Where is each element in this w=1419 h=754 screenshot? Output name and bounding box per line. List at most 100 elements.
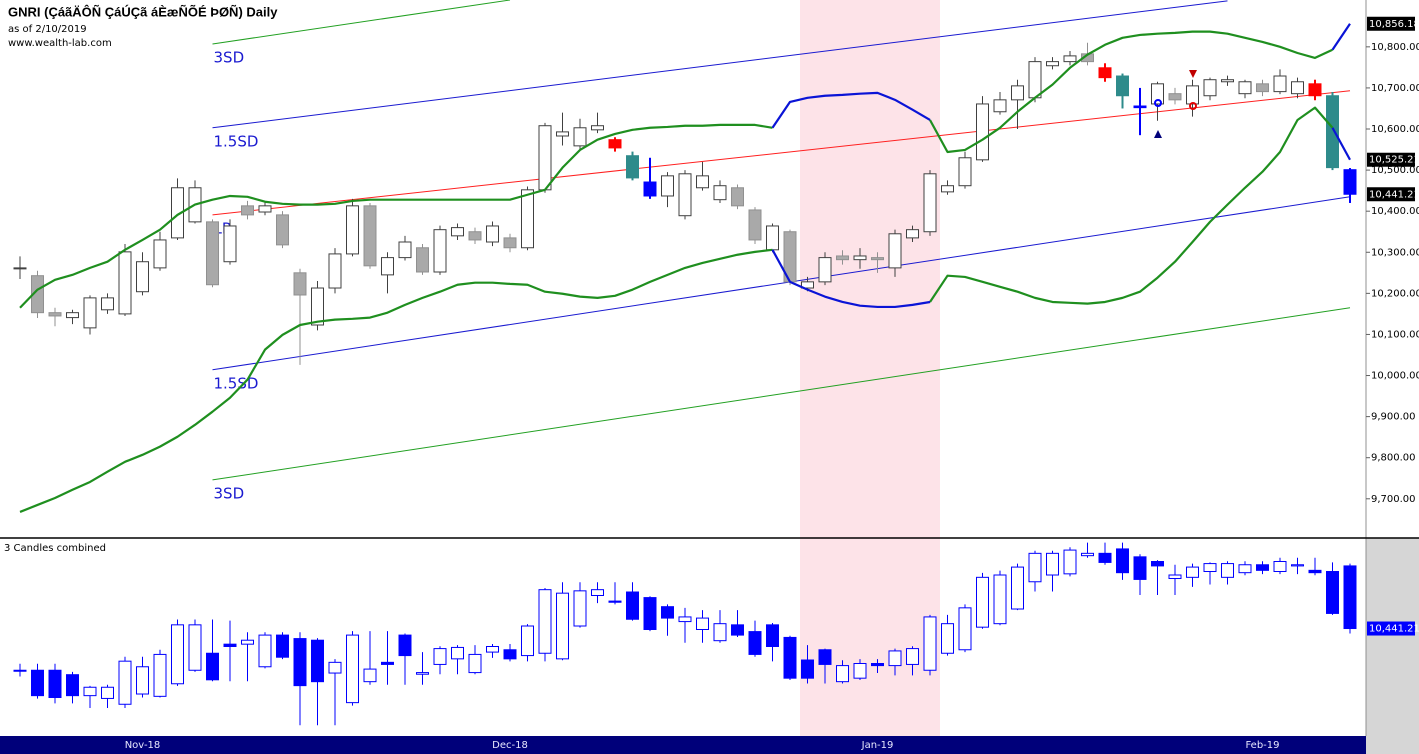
y-tick-label: 9,700.00 xyxy=(1371,494,1416,505)
channel-line xyxy=(212,307,1351,481)
axis-background xyxy=(1366,538,1419,754)
combined-body xyxy=(1133,556,1147,580)
candle-body xyxy=(416,247,429,273)
y-tick-label: 10,500.00 xyxy=(1371,165,1419,176)
candle-body xyxy=(153,239,167,269)
channel-label: 1.5SD xyxy=(214,132,259,150)
candle-body xyxy=(626,155,639,179)
y-tick-label: 10,600.00 xyxy=(1371,124,1419,135)
combined-body xyxy=(1063,549,1077,575)
combined-body xyxy=(958,607,972,651)
candle-body xyxy=(608,139,622,149)
candle-body xyxy=(258,205,272,213)
candle-body xyxy=(1326,95,1339,169)
candle-body xyxy=(83,297,97,329)
combined-body xyxy=(836,665,849,683)
combined-body xyxy=(1098,552,1112,563)
channel-label: 3SD xyxy=(214,48,245,66)
candle-body xyxy=(906,229,919,239)
candle-body xyxy=(521,189,534,249)
combined-body xyxy=(643,597,657,630)
combined-body xyxy=(1308,569,1322,574)
combined-body xyxy=(1221,563,1234,578)
combined-body xyxy=(853,663,867,679)
combined-body xyxy=(31,669,44,697)
combined-body xyxy=(1326,571,1339,614)
y-tick-label: 10,400.00 xyxy=(1371,206,1419,217)
pane-title: 3 Candles combined xyxy=(4,543,106,554)
end-label-bg xyxy=(1367,621,1415,636)
combined-body xyxy=(48,669,62,699)
end-label-bg xyxy=(1367,152,1415,167)
combined-body xyxy=(591,589,604,596)
candle-body xyxy=(731,187,744,207)
candle-body xyxy=(556,131,569,137)
signal-marker xyxy=(1189,70,1197,78)
combined-body xyxy=(818,649,832,665)
channel-line xyxy=(212,196,1351,371)
channel-label: 3SD xyxy=(214,484,245,502)
candle-body xyxy=(871,257,884,261)
candle-body xyxy=(311,287,324,326)
combined-body xyxy=(136,666,149,695)
channel-label: 1.5SD xyxy=(214,374,259,392)
candle-body xyxy=(1186,85,1199,105)
candle-body xyxy=(1238,81,1252,95)
candle-body xyxy=(1063,55,1077,63)
y-tick-label: 10,100.00 xyxy=(1371,329,1419,340)
x-tick-label: Dec-18 xyxy=(492,740,528,751)
combined-body xyxy=(451,646,464,660)
holiday-shade xyxy=(800,0,940,736)
candle-body xyxy=(923,173,937,233)
candle-body xyxy=(468,231,482,241)
signal-marker xyxy=(1189,102,1197,110)
combined-body xyxy=(223,643,237,648)
candle-body xyxy=(346,205,359,255)
subtitle: as of 2/10/2019 xyxy=(8,24,87,35)
candle-body xyxy=(1133,105,1147,109)
candle-body xyxy=(31,275,44,314)
candle-body xyxy=(433,229,447,273)
channel-line xyxy=(212,0,511,45)
candle-body xyxy=(853,255,867,261)
channel-line xyxy=(212,90,1351,216)
band-line xyxy=(19,30,1333,309)
candle-body xyxy=(818,257,832,283)
combined-body xyxy=(468,653,482,674)
combined-body xyxy=(1151,560,1164,567)
combined-body xyxy=(661,606,674,619)
candle-body xyxy=(591,125,604,131)
candle-body xyxy=(993,99,1007,113)
combined-body xyxy=(1168,574,1182,579)
combined-body xyxy=(311,639,324,683)
combined-body xyxy=(1203,563,1217,573)
candle-body xyxy=(503,237,517,249)
combined-body xyxy=(696,617,709,630)
band-line xyxy=(19,106,1334,513)
candle-body xyxy=(276,214,289,246)
combined-body xyxy=(906,648,919,665)
combined-body xyxy=(766,624,779,648)
combined-body xyxy=(626,591,639,620)
candle-body xyxy=(1168,93,1182,101)
combined-body xyxy=(206,652,219,681)
combined-body xyxy=(188,624,202,671)
combined-body xyxy=(993,574,1007,625)
candle-body xyxy=(1151,83,1164,105)
candle-body xyxy=(1308,83,1322,97)
y-tick-label: 10,000.00 xyxy=(1371,371,1419,382)
combined-body xyxy=(171,624,184,685)
combined-body xyxy=(1116,548,1129,574)
candle-body xyxy=(748,209,762,241)
combined-body xyxy=(101,686,114,699)
candle-body xyxy=(643,181,657,197)
candle-body xyxy=(171,187,184,239)
end-label: 10,441.21 xyxy=(1369,189,1419,200)
combined-body xyxy=(1256,564,1269,571)
combined-body xyxy=(1028,552,1042,583)
signal-marker xyxy=(1154,130,1162,138)
y-tick-label: 10,200.00 xyxy=(1371,288,1419,299)
combined-body xyxy=(748,631,762,655)
candle-body xyxy=(486,225,499,243)
combined-body xyxy=(1186,566,1199,578)
